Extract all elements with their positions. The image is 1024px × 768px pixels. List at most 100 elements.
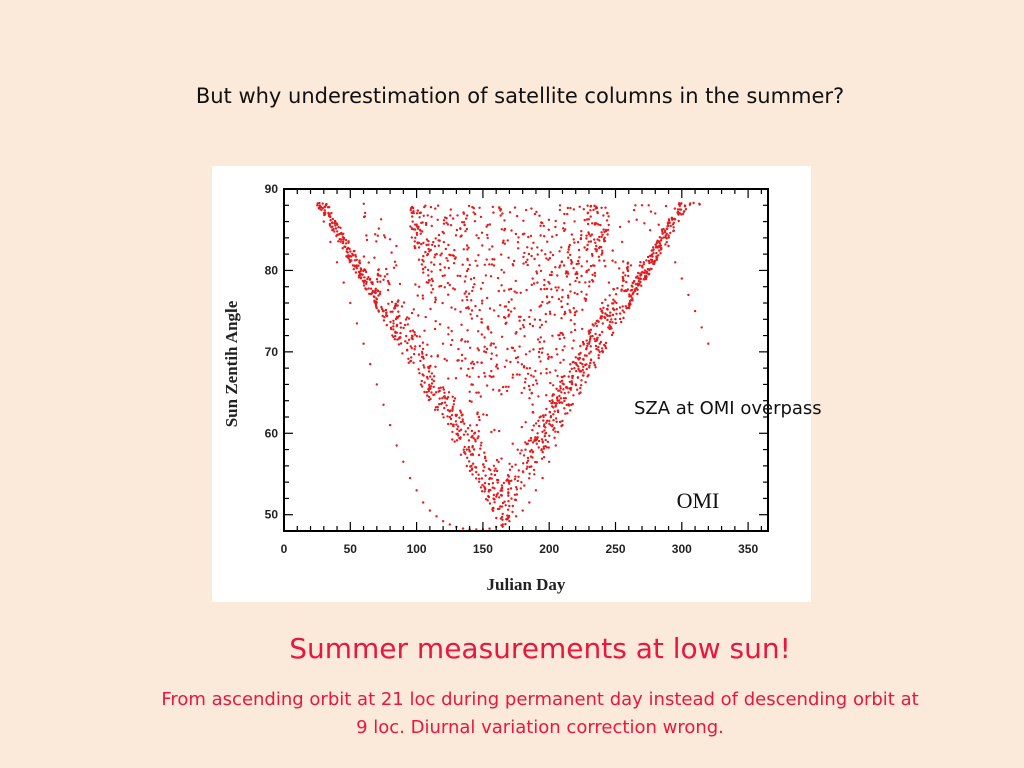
data-point — [496, 478, 500, 482]
data-point — [550, 405, 554, 408]
data-point — [404, 340, 407, 343]
data-point — [637, 280, 641, 283]
data-point — [588, 352, 591, 355]
data-point — [548, 434, 551, 437]
data-point — [578, 256, 581, 259]
data-point — [523, 484, 526, 487]
data-point — [472, 362, 476, 366]
data-point — [555, 233, 558, 237]
data-point — [558, 204, 562, 207]
data-point — [421, 352, 424, 355]
data-point — [535, 442, 538, 445]
data-point — [349, 255, 352, 258]
data-point — [433, 393, 436, 396]
data-point — [462, 221, 466, 224]
data-point — [363, 276, 366, 279]
data-point — [642, 261, 645, 264]
data-point — [478, 206, 481, 209]
data-point — [614, 293, 618, 296]
data-point — [495, 354, 498, 357]
data-point — [500, 484, 504, 487]
data-point — [520, 391, 523, 395]
data-point — [463, 292, 466, 295]
data-point — [384, 308, 388, 312]
data-point — [368, 278, 372, 281]
data-point — [569, 386, 573, 390]
data-point — [484, 457, 487, 460]
data-point — [568, 309, 571, 312]
data-point — [618, 317, 622, 321]
data-point — [494, 467, 497, 470]
data-point — [672, 221, 675, 224]
data-point — [597, 356, 600, 360]
data-point — [526, 372, 530, 375]
data-point — [495, 363, 499, 366]
data-point — [471, 360, 474, 363]
data-point — [362, 342, 365, 345]
data-point — [383, 275, 387, 278]
data-point — [499, 214, 502, 217]
data-point — [445, 257, 448, 260]
data-point — [601, 249, 604, 252]
data-point — [545, 287, 549, 291]
data-point — [484, 351, 488, 354]
data-point — [546, 440, 550, 444]
data-point — [467, 204, 471, 208]
data-point — [516, 241, 520, 244]
data-point — [500, 335, 504, 338]
data-point — [583, 297, 586, 300]
data-point — [492, 388, 495, 391]
data-point — [560, 317, 563, 320]
data-point — [573, 322, 576, 326]
data-point — [522, 255, 525, 259]
data-point — [479, 395, 482, 398]
data-point — [516, 448, 519, 451]
data-point — [411, 220, 414, 223]
data-point — [443, 216, 447, 219]
data-point — [668, 221, 671, 224]
data-point — [474, 304, 477, 308]
data-point — [640, 204, 644, 207]
data-point — [559, 397, 563, 400]
data-point — [548, 422, 551, 426]
data-point — [427, 370, 431, 373]
data-point — [569, 363, 572, 366]
data-point — [448, 415, 451, 419]
data-point — [527, 384, 531, 388]
data-point — [407, 338, 411, 341]
data-point — [634, 204, 637, 207]
data-point — [507, 494, 510, 497]
data-point — [323, 213, 326, 217]
data-point — [339, 240, 342, 243]
data-point — [646, 255, 650, 259]
data-point — [475, 528, 478, 531]
data-point — [532, 282, 536, 285]
data-point — [418, 216, 421, 219]
data-point — [558, 420, 562, 424]
data-point — [483, 350, 486, 353]
data-point — [520, 363, 524, 366]
data-point — [528, 477, 531, 480]
data-point — [561, 296, 564, 299]
data-point — [680, 213, 683, 216]
data-point — [474, 465, 477, 469]
data-point — [573, 220, 576, 223]
data-point — [395, 444, 398, 447]
data-point — [558, 333, 561, 337]
data-point — [441, 386, 445, 389]
data-point — [593, 337, 596, 341]
data-point — [552, 419, 555, 422]
data-point — [509, 310, 513, 313]
data-point — [483, 263, 486, 266]
data-point — [574, 272, 577, 276]
data-point — [461, 420, 464, 423]
data-point — [464, 230, 467, 233]
data-point — [604, 265, 607, 268]
data-point — [415, 489, 418, 492]
data-point — [453, 257, 457, 260]
data-point — [565, 270, 568, 273]
data-point — [476, 314, 479, 318]
data-point — [508, 211, 512, 214]
data-point — [423, 205, 426, 209]
data-point — [451, 217, 455, 220]
